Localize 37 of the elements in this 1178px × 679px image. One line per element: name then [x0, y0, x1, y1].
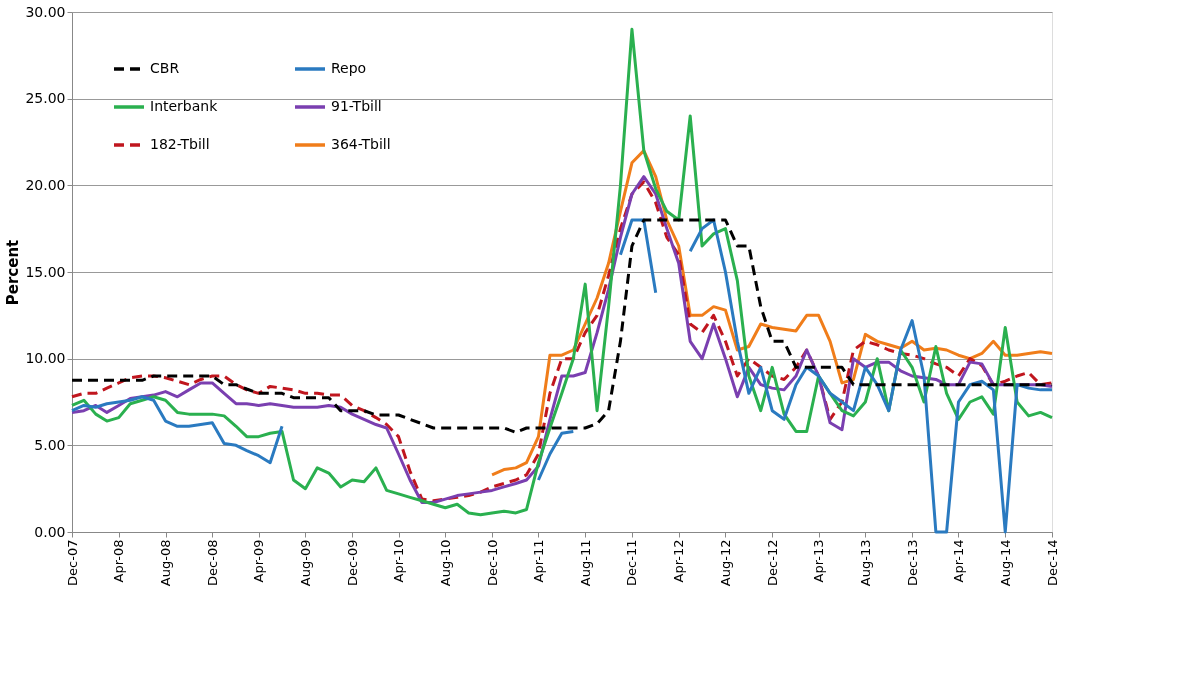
line-series [70, 27, 1054, 517]
legend-label: Repo [331, 60, 367, 76]
x-tick-label: Dec-10 [484, 539, 500, 586]
x-tick-label: Apr-14 [950, 539, 966, 583]
legend-label: Interbank [150, 98, 219, 114]
x-tick-label: Apr-09 [251, 539, 267, 583]
x-tick-label: Apr-10 [391, 539, 407, 583]
x-tick-label: Dec-11 [624, 539, 640, 586]
x-tick-label: Aug-13 [857, 539, 873, 587]
y-tick-label: 0.00 [34, 523, 66, 540]
x-tick-label: Dec-13 [904, 539, 920, 586]
y-tick-label: 25.00 [25, 90, 66, 107]
legend-label: 91-Tbill [331, 98, 382, 114]
x-tick-label: Aug-10 [437, 539, 453, 587]
x-tick-label: Dec-08 [204, 539, 220, 586]
x-tick-label: Apr-13 [811, 539, 827, 583]
x-tick-label: Apr-11 [530, 539, 546, 583]
legend-label: 182-Tbill [150, 136, 210, 152]
x-tick-label: Aug-08 [158, 539, 174, 587]
y-tick-label: 10.00 [25, 350, 66, 367]
x-tick-label: Dec-12 [764, 539, 780, 586]
x-tick-label: Dec-09 [344, 539, 360, 586]
x-tick-label: Aug-11 [577, 539, 593, 587]
x-tick-label: Aug-09 [297, 539, 313, 587]
y-tick-label: 30.00 [25, 3, 66, 20]
x-tick-label: Aug-14 [997, 539, 1013, 587]
x-tick-label: Dec-07 [64, 539, 80, 586]
y-tick-label: 5.00 [34, 436, 66, 453]
y-axis-title: Percent [4, 239, 23, 306]
x-tick-label: Apr-12 [671, 539, 687, 583]
y-tick-label: 20.00 [25, 176, 66, 193]
legend-label: 364-Tbill [331, 136, 391, 152]
y-tick-label: 15.00 [25, 263, 66, 280]
x-tick-label: Aug-12 [717, 539, 733, 587]
x-tick-label: Apr-08 [111, 539, 127, 583]
x-tick-label: Dec-14 [1044, 539, 1060, 586]
legend-label: CBR [150, 60, 180, 76]
